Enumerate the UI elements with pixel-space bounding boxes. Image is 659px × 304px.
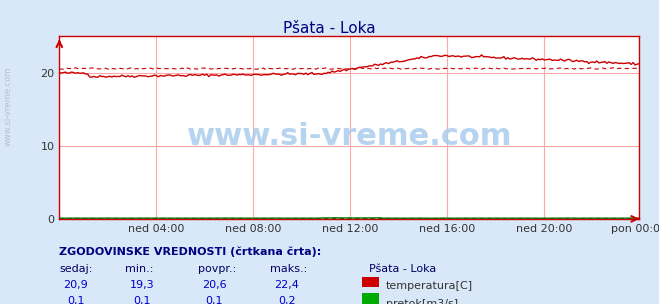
Text: 22,4: 22,4 [274, 280, 299, 290]
Text: min.:: min.: [125, 264, 154, 275]
Text: sedaj:: sedaj: [59, 264, 93, 275]
Text: ZGODOVINSKE VREDNOSTI (črtkana črta):: ZGODOVINSKE VREDNOSTI (črtkana črta): [59, 246, 322, 257]
Text: povpr.:: povpr.: [198, 264, 236, 275]
Text: 20,9: 20,9 [63, 280, 88, 290]
Text: temperatura[C]: temperatura[C] [386, 281, 473, 291]
Text: Pšata - Loka: Pšata - Loka [369, 264, 436, 275]
Text: 0,1: 0,1 [206, 296, 223, 304]
Text: 0,2: 0,2 [278, 296, 295, 304]
Text: 0,1: 0,1 [133, 296, 150, 304]
Text: 19,3: 19,3 [129, 280, 154, 290]
Text: pretok[m3/s]: pretok[m3/s] [386, 299, 457, 304]
Text: www.si-vreme.com: www.si-vreme.com [3, 67, 13, 146]
Text: 0,1: 0,1 [67, 296, 84, 304]
Text: maks.:: maks.: [270, 264, 308, 275]
Text: Pšata - Loka: Pšata - Loka [283, 21, 376, 36]
Text: www.si-vreme.com: www.si-vreme.com [186, 122, 512, 151]
Text: 20,6: 20,6 [202, 280, 227, 290]
